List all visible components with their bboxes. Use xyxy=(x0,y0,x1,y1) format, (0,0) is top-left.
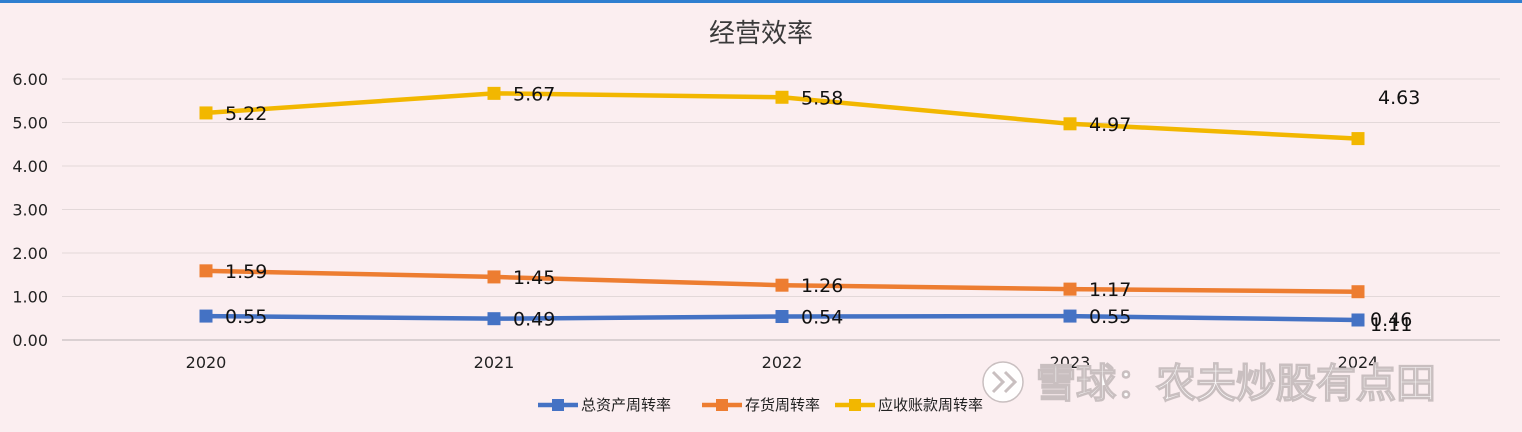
data-point-marker xyxy=(199,106,213,120)
y-tick-label: 6.00 xyxy=(12,70,48,89)
data-label: 4.63 xyxy=(1378,87,1420,109)
data-point-marker xyxy=(1351,285,1365,299)
data-point-marker xyxy=(487,312,501,326)
data-point-marker xyxy=(775,90,789,104)
data-label: 0.49 xyxy=(513,309,555,331)
data-point-marker xyxy=(1063,282,1077,296)
data-label: 5.67 xyxy=(513,83,555,105)
x-tick-label: 2023 xyxy=(1050,353,1091,372)
data-label: 5.58 xyxy=(801,87,843,109)
data-point-marker xyxy=(487,270,501,284)
axes: 0.00 1.00 2.00 3.00 4.00 5.00 6.00 2020 2021 2022… xyxy=(12,70,1500,372)
data-point-marker xyxy=(775,310,789,324)
y-tick-label: 3.00 xyxy=(12,201,48,220)
data-point-marker xyxy=(1063,309,1077,323)
y-tick-label: 5.00 xyxy=(12,114,48,133)
x-tick-label: 2022 xyxy=(762,353,803,372)
data-label: 0.55 xyxy=(225,306,267,328)
data-label: 4.97 xyxy=(1089,114,1131,136)
data-label: 0.54 xyxy=(801,307,843,329)
data-point-marker xyxy=(1063,117,1077,131)
legend-item-label: 应收账款周转率 xyxy=(878,396,983,414)
data-labels: 0.55 0.49 0.54 0.55 0.46 1.59 1.45 1.26 1.17 1.11… xyxy=(225,83,1420,336)
legend-marker xyxy=(849,399,861,411)
data-label: 1.17 xyxy=(1089,279,1131,301)
top-accent-bar xyxy=(0,0,1522,3)
data-point-marker xyxy=(1351,132,1365,146)
series-lines xyxy=(199,86,1365,327)
data-point-marker xyxy=(199,264,213,278)
watermark-text: 雪球：农夫炒股有点田 xyxy=(1036,361,1436,407)
data-point-marker xyxy=(487,86,501,100)
y-tick-label: 1.00 xyxy=(12,288,48,307)
x-tick-label: 2021 xyxy=(474,353,515,372)
data-point-marker xyxy=(199,309,213,323)
xueqiu-logo-icon xyxy=(982,361,1024,403)
data-point-marker xyxy=(775,278,789,292)
watermark: 雪球：农夫炒股有点田 xyxy=(982,360,1437,408)
y-tick-label: 4.00 xyxy=(12,157,48,176)
data-label: 1.45 xyxy=(513,267,555,289)
chart-title: 经营效率 xyxy=(709,19,813,49)
legend-marker xyxy=(552,399,564,411)
legend-item-label: 存货周转率 xyxy=(745,396,820,414)
legend-marker xyxy=(716,399,728,411)
legend: 总资产周转率 存货周转率 应收账款周转率 xyxy=(538,396,983,414)
y-tick-label: 2.00 xyxy=(12,244,48,263)
y-tick-label: 0.00 xyxy=(12,331,48,350)
data-label: 5.22 xyxy=(225,103,267,125)
data-label: 1.59 xyxy=(225,261,267,283)
grid xyxy=(62,78,1500,297)
data-label: 0.46 xyxy=(1370,309,1412,331)
x-tick-label: 2024 xyxy=(1338,353,1379,372)
data-point-marker xyxy=(1351,313,1365,327)
data-label: 1.11 xyxy=(1370,314,1412,336)
x-tick-label: 2020 xyxy=(186,353,227,372)
data-label: 0.55 xyxy=(1089,306,1131,328)
data-label: 1.26 xyxy=(801,275,843,297)
legend-item-label: 总资产周转率 xyxy=(581,396,671,414)
